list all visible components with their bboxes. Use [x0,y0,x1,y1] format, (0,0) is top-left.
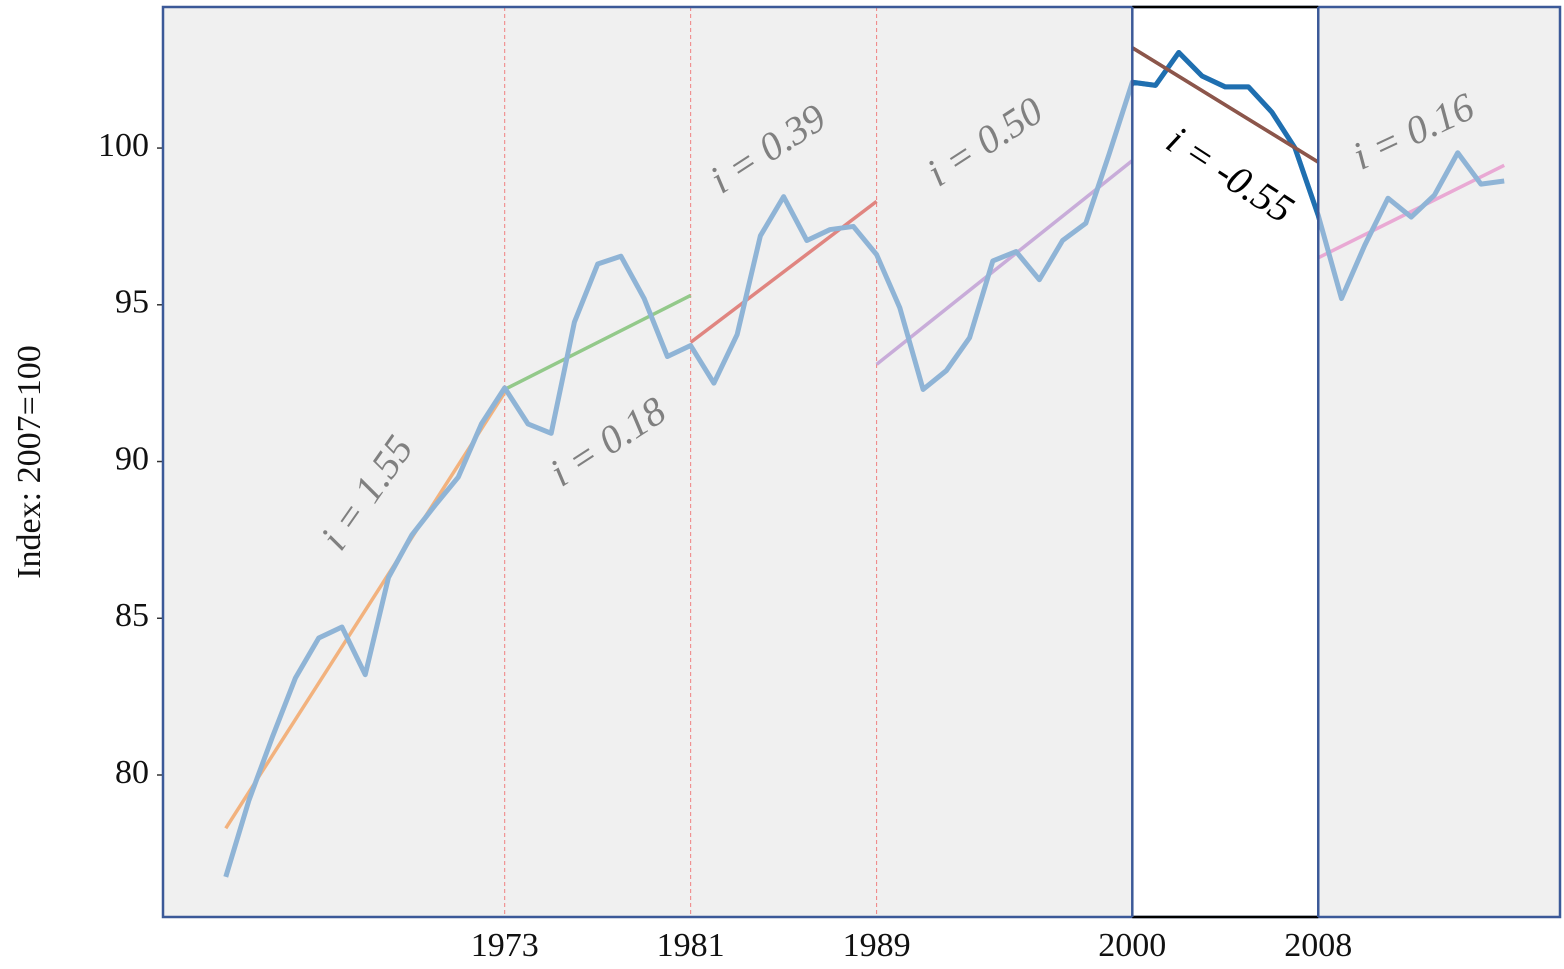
x-tick-label: 2008 [1284,927,1352,964]
highlight-region [1132,7,1319,917]
trend-line [503,293,692,391]
trend-line [224,391,507,830]
plot-background [163,7,1560,917]
trend-line [875,159,1134,366]
x-tick-label: 1981 [657,927,725,964]
plot-frame [161,5,1562,919]
y-tick-label: 100 [98,127,149,164]
y-tick-label: 80 [115,754,149,791]
y-tick-label: 90 [115,440,149,477]
trend-line [689,199,878,344]
y-tick-label: 95 [115,284,149,321]
trend-line-overlay [1131,46,1320,164]
highlight-data-line [1132,49,1319,225]
y-tick-label: 85 [115,597,149,634]
x-tick-label: 2000 [1098,927,1166,964]
x-tick-label: 1973 [471,927,539,964]
x-tick-label: 1989 [843,927,911,964]
y-axis-label: Index: 2007=100 [11,345,48,579]
trend-line [1317,163,1505,260]
